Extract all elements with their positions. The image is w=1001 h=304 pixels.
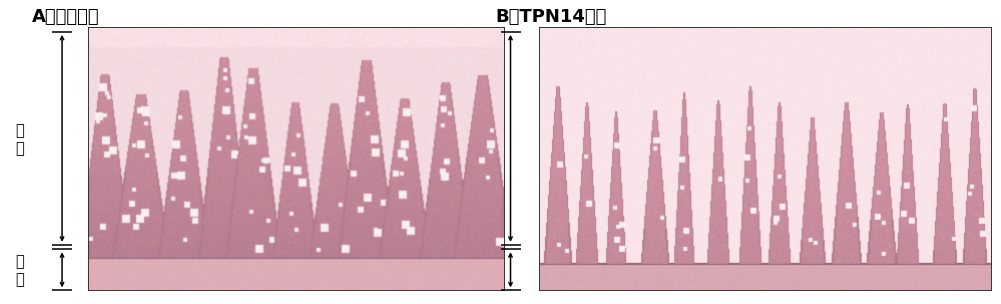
Text: B）TPN14日間: B）TPN14日間 [495,8,607,26]
Text: A）固形飼料: A）固形飼料 [32,8,100,26]
Text: 筋
層: 筋 層 [16,254,24,287]
Text: 絨
毛: 絨 毛 [16,124,24,156]
